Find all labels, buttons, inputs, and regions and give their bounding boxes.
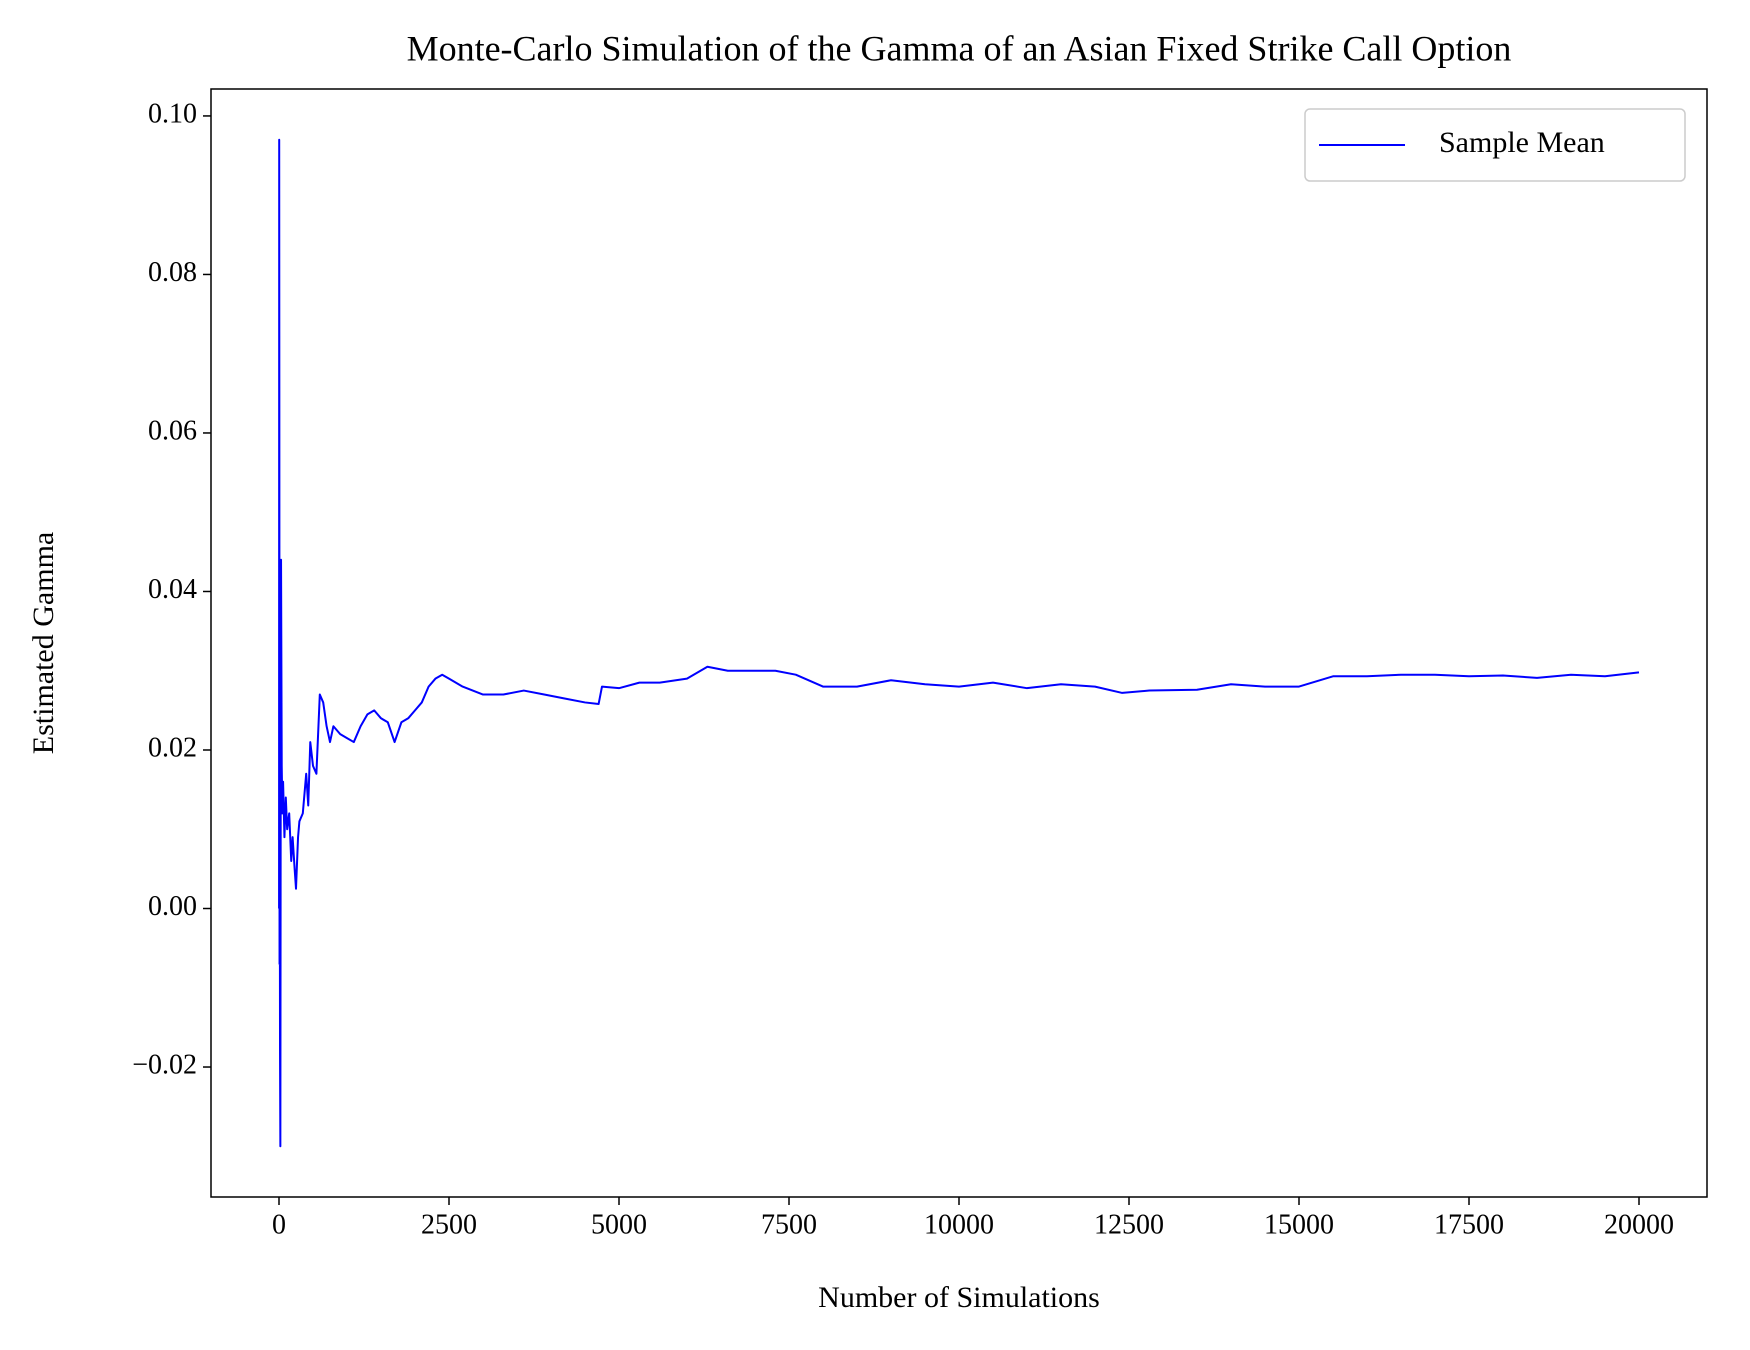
x-tick-label: 20000	[1604, 1209, 1674, 1240]
x-tick-label: 17500	[1434, 1209, 1504, 1240]
y-tick-label: 0.08	[148, 257, 197, 288]
x-axis-label: Number of Simulations	[818, 1281, 1100, 1314]
legend-label: Sample Mean	[1439, 126, 1605, 159]
data-line	[278, 138, 1640, 1148]
x-tick-label: 15000	[1264, 1209, 1334, 1240]
chart-title: Monte-Carlo Simulation of the Gamma of a…	[407, 28, 1512, 68]
x-tick-label: 0	[272, 1209, 286, 1240]
y-tick-label: −0.02	[132, 1049, 197, 1080]
x-tick-label: 10000	[924, 1209, 994, 1240]
x-tick-label: 2500	[421, 1209, 477, 1240]
y-tick-label: 0.02	[148, 732, 197, 763]
plot-frame	[210, 88, 1708, 1198]
legend-box	[1304, 108, 1686, 182]
x-tick-label: 5000	[591, 1209, 647, 1240]
y-tick-label: 0.04	[148, 574, 197, 605]
y-tick-label: 0.00	[148, 891, 197, 922]
x-tick-label: 7500	[761, 1209, 817, 1240]
y-tick-label: 0.10	[148, 98, 197, 129]
x-tick-label: 12500	[1094, 1209, 1164, 1240]
y-tick-label: 0.06	[148, 415, 197, 446]
y-axis-label: Estimated Gamma	[27, 532, 60, 754]
